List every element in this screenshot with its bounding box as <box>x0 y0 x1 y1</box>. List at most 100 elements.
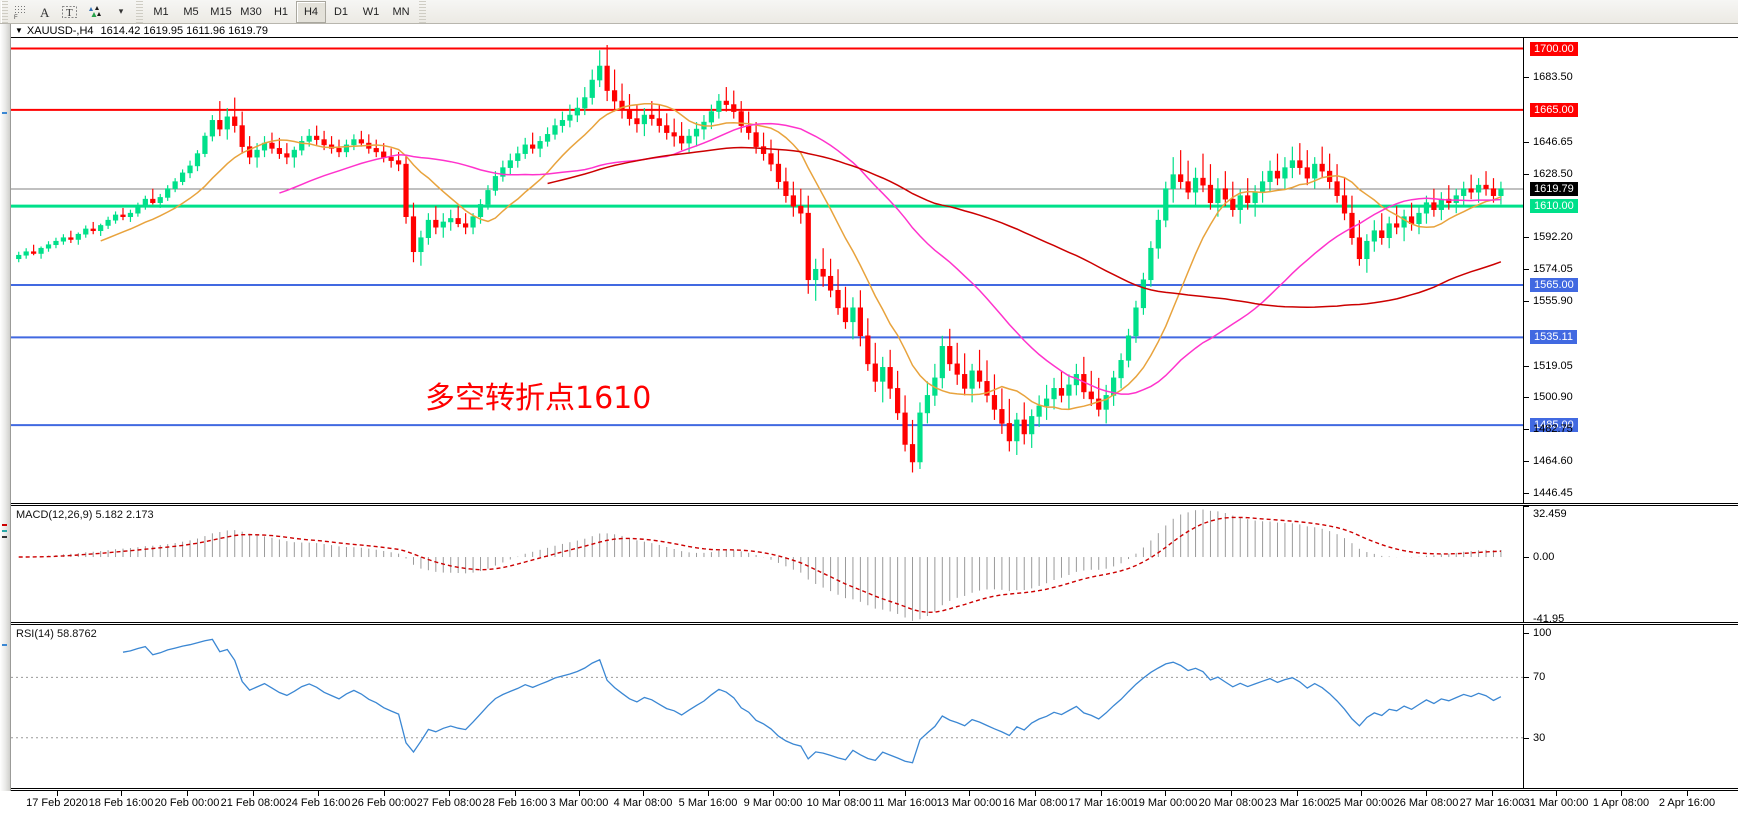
candlestick <box>440 213 446 238</box>
timeframe-m1[interactable]: M1 <box>153 5 169 18</box>
candlestick <box>813 258 819 301</box>
time-axis-label: 17 Mar 16:00 <box>1068 797 1134 809</box>
time-axis-label: 26 Mar 08:00 <box>1393 797 1459 809</box>
time-axis-label: 2 Apr 16:00 <box>1658 797 1716 809</box>
candlestick <box>827 258 834 298</box>
timeframe-m30[interactable]: M30 <box>240 5 262 18</box>
candlestick <box>485 185 491 210</box>
symbol-info-bar[interactable]: ▼ XAUUSD-,H4 1614.42 1619.95 1611.96 161… <box>11 24 1738 38</box>
price-pane[interactable]: 1700.00 1683.50 1665.00 1646.65 1628.50 1619.… <box>11 38 1738 504</box>
candlestick <box>209 115 215 142</box>
text-box-icon[interactable]: T <box>57 1 83 23</box>
main-toolbar: F A T ▾ M1 M5 M15 M30 H1 H4 D1 W1 MN <box>0 0 1738 24</box>
rsi-pane[interactable]: RSI(14) 58.8762 100 70 30 <box>11 624 1738 789</box>
macd-title: MACD(12,26,9) 5.182 2.173 <box>16 509 154 521</box>
candlestick <box>708 104 715 130</box>
candlestick <box>373 139 379 158</box>
candlestick <box>403 155 409 224</box>
timeframe-m15[interactable]: M15 <box>210 5 232 18</box>
candlestick <box>820 248 826 287</box>
time-axis-label: 31 Mar 00:00 <box>1523 797 1589 809</box>
time-axis-label: 21 Feb 08:00 <box>220 797 286 809</box>
price-level-badge[interactable]: 1619.79 <box>1530 182 1578 197</box>
time-axis-tick <box>1426 791 1427 796</box>
dropdown-arrow-icon[interactable]: ▾ <box>118 6 124 16</box>
candlestick <box>83 225 89 238</box>
toolbar-grip[interactable] <box>1 0 8 23</box>
macd-pane[interactable]: MACD(12,26,9) 5.182 2.173 32.459 0.00 -41.… <box>11 505 1738 623</box>
price-level-badge[interactable]: 1610.00 <box>1530 199 1578 214</box>
objects-icon[interactable] <box>83 1 109 23</box>
macd-axis-label: 32.459 <box>1533 508 1567 520</box>
candlestick <box>239 111 245 154</box>
rsi-plot-area[interactable] <box>11 625 1523 788</box>
time-axis-label: 4 Mar 08:00 <box>613 797 673 809</box>
candlestick <box>693 122 700 147</box>
candlestick <box>939 335 945 389</box>
candlestick <box>1140 272 1147 315</box>
crosshair-grid-icon[interactable]: F <box>9 1 33 23</box>
candlestick-chart <box>11 45 1523 473</box>
candlestick <box>798 188 804 224</box>
price-plot-area[interactable] <box>11 38 1523 503</box>
time-axis-label: 26 Feb 00:00 <box>351 797 417 809</box>
candlestick <box>53 237 59 249</box>
timeframe-d1[interactable]: D1 <box>333 5 349 18</box>
candlestick <box>909 419 916 473</box>
candlestick <box>194 150 201 172</box>
candlestick <box>1274 153 1281 186</box>
macd-plot-area[interactable] <box>11 506 1523 622</box>
timeframe-mn[interactable]: MN <box>392 5 410 18</box>
timeframe-h1[interactable]: H1 <box>273 5 289 18</box>
price-axis-label: 1555.90 <box>1533 294 1573 307</box>
rsi-chart <box>11 638 1523 764</box>
price-level-badge[interactable]: 1565.00 <box>1530 278 1578 292</box>
text-label-icon[interactable]: A <box>33 1 57 23</box>
candlestick <box>16 251 22 263</box>
candlestick <box>1371 220 1377 252</box>
candlestick <box>120 207 126 221</box>
time-axis-label: 25 Mar 00:00 <box>1328 797 1394 809</box>
price-level-badge[interactable]: 1665.00 <box>1530 102 1578 117</box>
candlestick <box>1468 174 1474 200</box>
candlestick <box>984 360 990 403</box>
price-axis[interactable]: 1700.00 1683.50 1665.00 1646.65 1628.50 1619.… <box>1523 38 1738 503</box>
timeframe-h4[interactable]: H4 <box>296 0 326 23</box>
price-axis-label: 1628.50 <box>1533 167 1573 180</box>
candlestick <box>1081 356 1087 399</box>
price-axis-label: 1646.65 <box>1533 135 1573 148</box>
rsi-axis-tick <box>1524 633 1529 634</box>
candlestick <box>492 171 499 196</box>
candlestick <box>45 241 52 252</box>
candlestick <box>31 244 37 256</box>
chart-menu-caret-icon[interactable]: ▼ <box>15 26 23 35</box>
timeframe-m5[interactable]: M5 <box>183 5 199 18</box>
chart-annotation-text[interactable]: 多空转折点1610 <box>425 381 652 416</box>
candlestick <box>1356 220 1363 266</box>
candlestick <box>880 356 886 403</box>
candlestick <box>731 90 737 119</box>
price-axis-tick <box>1524 300 1529 302</box>
candlestick <box>336 139 342 158</box>
time-axis-tick <box>1621 791 1622 796</box>
timeframe-w1[interactable]: W1 <box>362 5 380 18</box>
price-level-badge[interactable]: 1535.11 <box>1530 330 1577 345</box>
candlestick <box>723 87 729 112</box>
candlestick <box>165 185 171 201</box>
time-axis-tick <box>1556 791 1557 796</box>
candlestick <box>202 132 208 158</box>
candlestick <box>559 111 566 133</box>
candlestick <box>1192 167 1199 207</box>
time-axis-label: 1 Apr 08:00 <box>1592 797 1650 809</box>
left-scroll-rail[interactable] <box>0 24 11 791</box>
price-axis-tick <box>1524 429 1529 431</box>
price-level-badge[interactable]: 1485.00 <box>1530 418 1578 433</box>
candlestick <box>179 169 186 186</box>
candlestick <box>425 213 431 245</box>
time-axis[interactable]: 17 Feb 2020 18 Feb 16:00 20 Feb 00:00 21 Fe… <box>11 790 1738 815</box>
price-level-badge[interactable]: 1700.00 <box>1530 41 1578 56</box>
candlestick <box>1155 209 1161 259</box>
candlestick <box>1148 241 1154 287</box>
candlestick <box>679 122 685 151</box>
candlestick <box>1230 181 1236 217</box>
